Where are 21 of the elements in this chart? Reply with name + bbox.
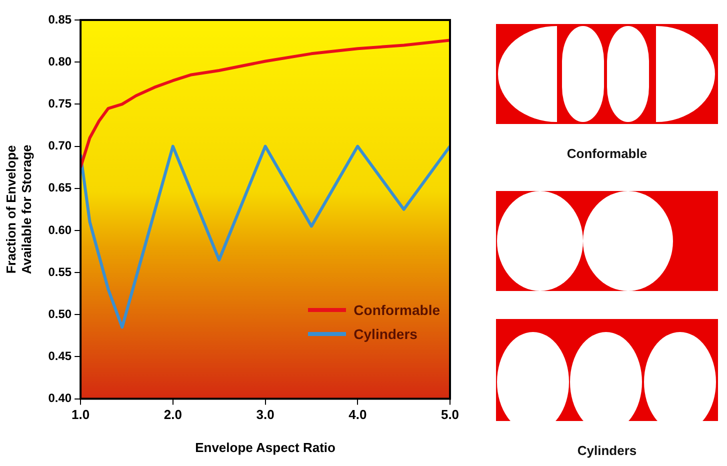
y-tick-label: 0.75 xyxy=(48,96,72,110)
y-axis-title: Fraction of Envelope Available for Storage xyxy=(3,144,34,274)
y-tick-label: 0.80 xyxy=(48,54,72,68)
y-tick-label: 0.70 xyxy=(48,138,72,153)
x-tick-label: 3.0 xyxy=(256,407,274,422)
y-tick-label: 0.40 xyxy=(48,391,72,406)
x-tick-label: 1.0 xyxy=(72,407,90,422)
x-tick-label: 2.0 xyxy=(164,407,182,422)
text: Conformable xyxy=(566,146,648,161)
y-tick-label: 0.85 xyxy=(48,12,72,26)
y-tick-label: 0.50 xyxy=(48,306,72,321)
y-tick-label: 0.65 xyxy=(48,180,72,195)
y-tick-label: 0.60 xyxy=(48,222,72,237)
y-tick-label: 0.45 xyxy=(48,349,72,364)
x-tick-label: 4.0 xyxy=(348,407,367,422)
legend-label: Conformable xyxy=(354,302,440,318)
text: Cylinders xyxy=(576,443,638,458)
x-tick-label: 5.0 xyxy=(440,407,460,422)
y-tick-label: 0.55 xyxy=(48,264,72,279)
legend-label: Cylinders xyxy=(354,326,418,342)
x-axis-title: Envelope Aspect Ratio xyxy=(195,440,336,455)
